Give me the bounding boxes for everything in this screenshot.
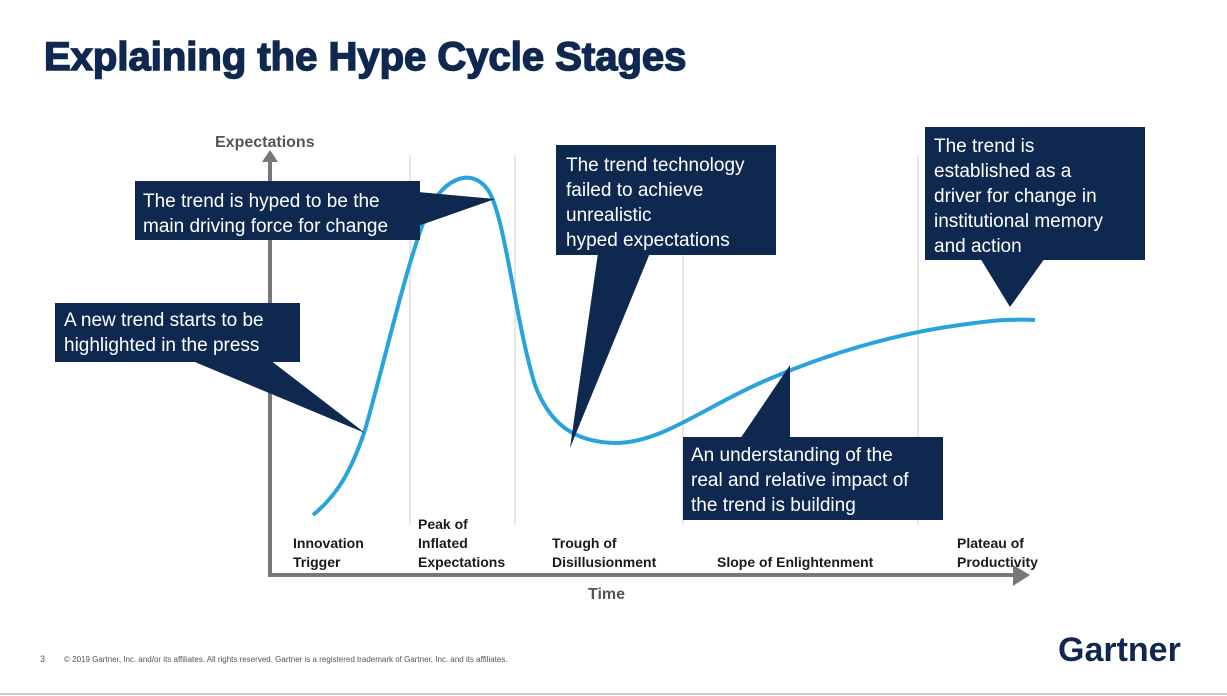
hype-curve [311, 175, 1036, 517]
callout-text: and action [934, 236, 1022, 257]
y-axis-label: Expectations [215, 134, 315, 151]
stage-label: Trough of [552, 535, 617, 551]
stage-label: Trigger [293, 554, 341, 570]
x-axis-label: Time [588, 586, 625, 603]
callout-text: hyped expectations [566, 230, 730, 251]
callout-text: failed to achieve [566, 180, 703, 201]
callout-text: highlighted in the press [64, 335, 259, 356]
callout-text: unrealistic [566, 205, 652, 226]
stage-label: Disillusionment [552, 554, 657, 570]
page-number: 3 [40, 654, 45, 664]
stage-label: Expectations [418, 554, 505, 570]
callout-text: The trend technology [566, 155, 745, 176]
callout-text: driver for change in [934, 186, 1097, 207]
callout-text: real and relative impact of [691, 470, 909, 491]
stage-label: Innovation [293, 535, 364, 551]
stage-label: Plateau of [957, 535, 1024, 551]
stage-label: Inflated [418, 535, 468, 551]
copyright: © 2019 Gartner, Inc. and/or its affiliat… [64, 655, 508, 664]
callout-text: main driving force for change [143, 216, 388, 237]
callout-text: established as a [934, 161, 1072, 182]
callout-text: The trend is hyped to be the [143, 191, 380, 212]
callout-text: An understanding of the [691, 445, 893, 466]
logo: Gartner [1058, 631, 1181, 669]
stage-label: Peak of [418, 516, 468, 532]
callout-text: institutional memory [934, 211, 1103, 232]
callout-text: the trend is building [691, 495, 856, 516]
callout-shapes [55, 127, 1145, 520]
stage-label: Productivity [957, 554, 1038, 570]
callout-text: The trend is [934, 136, 1034, 157]
callout-text: A new trend starts to be [64, 310, 264, 331]
stage-label: Slope of Enlightenment [717, 554, 874, 570]
title: Explaining the Hype Cycle Stages [44, 35, 686, 79]
